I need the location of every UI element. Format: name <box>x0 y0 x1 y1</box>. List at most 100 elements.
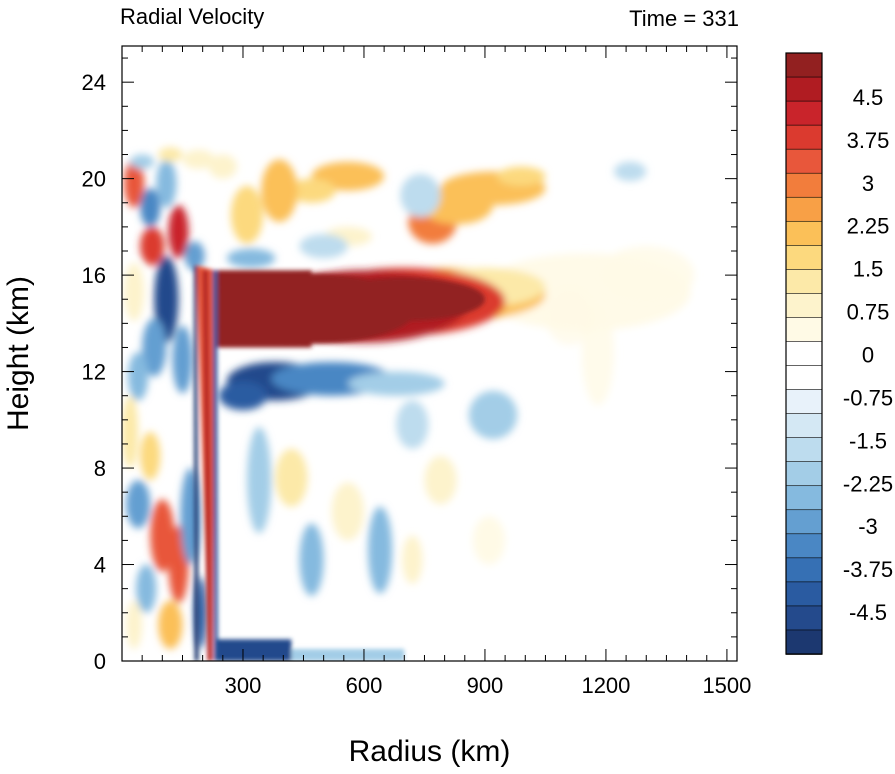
midlevel-positive <box>472 516 506 565</box>
eyewall-column <box>212 270 218 661</box>
eyewall-band <box>126 480 151 529</box>
outflow-tail <box>597 246 695 305</box>
colorbar-label: -4.5 <box>849 600 887 625</box>
eyewall-band <box>150 499 175 572</box>
eyewall-band <box>124 159 145 208</box>
colorbar-label: 3 <box>862 171 874 196</box>
upper-band <box>208 154 237 179</box>
colorbar-bin <box>785 581 823 607</box>
colorbar-bin <box>785 52 823 78</box>
upper-band <box>261 159 298 223</box>
colorbar-bin <box>785 485 823 511</box>
y-tick-label: 16 <box>82 263 106 288</box>
colorbar-bin <box>785 293 823 319</box>
colorbar-bin <box>785 148 823 175</box>
eyewall-band <box>140 226 165 266</box>
upper-band-negative <box>299 234 348 259</box>
inflow-layer <box>218 381 268 411</box>
colorbar-label: -2.25 <box>843 471 893 496</box>
colorbar-bin <box>785 605 823 631</box>
chart-title: Radial Velocity <box>120 4 264 29</box>
colorbar-bin <box>785 341 823 367</box>
time-label: Time = 331 <box>629 6 739 31</box>
boundary-inflow <box>291 648 405 661</box>
colorbar-bin <box>785 629 823 655</box>
colorbar-label: 4.5 <box>853 85 884 110</box>
y-axis-label: Height (km) <box>2 276 35 431</box>
velocity-field <box>122 46 737 661</box>
midlevel-positive <box>402 535 423 584</box>
midlevel-negative <box>368 506 393 594</box>
eyewall-band <box>136 564 157 613</box>
eyewall-column <box>193 265 199 661</box>
x-tick-label: 300 <box>225 673 262 698</box>
colorbar-bin <box>785 533 823 559</box>
outflow-core <box>323 277 485 321</box>
upper-band-negative <box>226 248 276 268</box>
colorbar-label: -3 <box>858 514 878 539</box>
colorbar-bin <box>785 389 823 415</box>
colorbar-bin <box>785 437 823 463</box>
colorbar-bin <box>785 413 823 439</box>
colorbar-label: 3.75 <box>847 128 890 153</box>
colorbar-label: 0.75 <box>847 300 890 325</box>
eyewall-band <box>140 188 161 227</box>
colorbar-bin <box>785 100 823 126</box>
upper-band-negative <box>400 173 441 218</box>
colorbar-bin <box>785 220 823 247</box>
colorbar-bin <box>785 557 823 583</box>
x-tick-label: 900 <box>467 673 504 698</box>
y-tick-label: 0 <box>94 649 106 674</box>
colorbar-bin <box>785 509 823 535</box>
y-tick-label: 12 <box>82 360 106 385</box>
midlevel-positive <box>424 456 457 505</box>
eyewall-band <box>156 159 177 208</box>
eyewall-band <box>140 431 161 481</box>
eyewall-band <box>168 205 189 259</box>
x-tick-label: 1500 <box>702 673 751 698</box>
colorbar-label: -0.75 <box>843 385 893 410</box>
colorbar-bin <box>785 76 823 102</box>
x-tick-label: 600 <box>346 673 383 698</box>
y-tick-label: 4 <box>94 553 106 578</box>
colorbar-label: -3.75 <box>843 557 893 582</box>
colorbar: 4.5 3.75 3 2.25 1.5 0.75 0 -0.75 -1.5 -2.25 -3 -3.7… <box>785 52 893 655</box>
midlevel-positive <box>331 482 364 541</box>
y-tick-label: 8 <box>94 456 106 481</box>
upper-band-negative <box>614 161 647 182</box>
colorbar-bin <box>785 124 823 150</box>
eyewall-band <box>158 600 183 649</box>
x-axis-label: Radius (km) <box>349 735 511 768</box>
midlevel-negative <box>247 427 272 534</box>
colorbar-bin <box>785 245 823 271</box>
colorbar-bin <box>785 269 823 295</box>
colorbar-bin <box>785 196 823 223</box>
eyewall-band <box>142 318 167 377</box>
x-tick-label: 1200 <box>581 673 630 698</box>
midlevel-negative <box>468 390 518 440</box>
boundary-inflow <box>217 639 292 661</box>
midlevel-positive <box>275 448 308 507</box>
colorbar-label: 2.25 <box>847 214 890 239</box>
colorbar-label: 1.5 <box>853 257 884 282</box>
inflow-layer <box>347 371 445 396</box>
eyewall-band <box>184 241 205 271</box>
colorbar-frame <box>785 52 823 655</box>
eyewall-band <box>128 352 149 401</box>
y-tick-label: 20 <box>82 167 106 192</box>
upper-band <box>230 185 264 244</box>
colorbar-bin <box>785 172 823 199</box>
colorbar-bin <box>785 365 823 391</box>
y-tick-label: 24 <box>82 70 106 95</box>
plot-frame <box>121 45 738 662</box>
outflow-tail <box>545 287 594 346</box>
upper-band <box>497 166 546 186</box>
upper-band <box>287 178 336 203</box>
eyewall-band <box>158 147 183 162</box>
colorbar-label: -1.5 <box>849 428 887 453</box>
eyewall-column <box>202 270 212 661</box>
colorbar-bin <box>785 317 823 343</box>
eyewall-band <box>126 600 143 649</box>
eyewall-band <box>172 325 193 394</box>
